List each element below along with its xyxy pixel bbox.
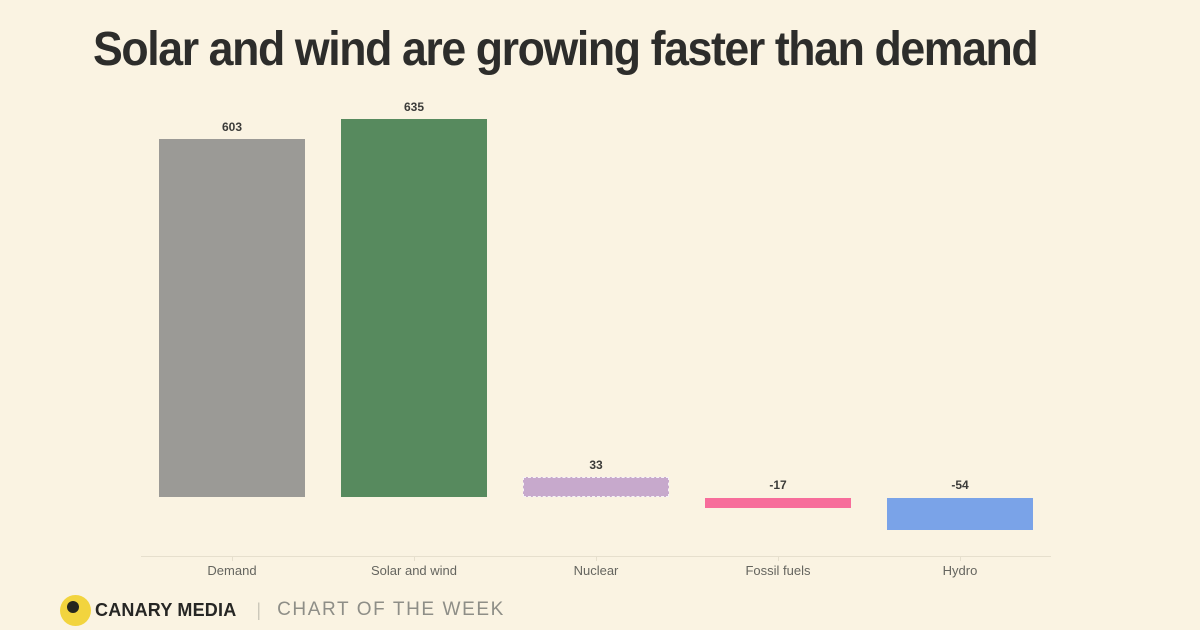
x-axis-tick [414, 557, 415, 561]
category-label-hydro: Hydro [942, 563, 978, 578]
value-label-nuclear: 33 [589, 458, 603, 472]
footer-separator: | [256, 599, 262, 620]
bar-nuclear [523, 477, 669, 497]
value-label-fossil-fuels: -17 [769, 478, 787, 492]
chart-title: Solar and wind are growing faster than d… [93, 23, 1039, 76]
x-axis-tick [232, 557, 233, 561]
chart-of-the-week-label: CHART OF THE WEEK [277, 599, 505, 620]
footer: CANARY MEDIA | CHART OF THE WEEK [60, 594, 505, 626]
canary-media-logo-icon [60, 594, 91, 626]
x-axis-tick [596, 557, 597, 561]
value-label-demand: 603 [221, 120, 243, 134]
category-label-solar-and-wind: Solar and wind [371, 563, 457, 578]
bar-fossil-fuels [705, 498, 851, 508]
canary-eye-dot-icon [67, 600, 79, 613]
value-label-hydro: -54 [951, 478, 969, 492]
x-axis-tick [778, 557, 779, 561]
x-axis-tick [960, 557, 961, 561]
value-label-solar-and-wind: 635 [403, 100, 425, 114]
category-label-nuclear: Nuclear [573, 563, 619, 578]
bar-demand [159, 139, 305, 497]
category-label-fossil-fuels: Fossil fuels [745, 563, 811, 578]
bar-solar-and-wind [341, 119, 487, 497]
category-label-demand: Demand [207, 563, 257, 578]
bar-hydro [887, 498, 1033, 530]
brand-name: CANARY MEDIA [95, 599, 237, 620]
x-axis-line [141, 556, 1051, 557]
